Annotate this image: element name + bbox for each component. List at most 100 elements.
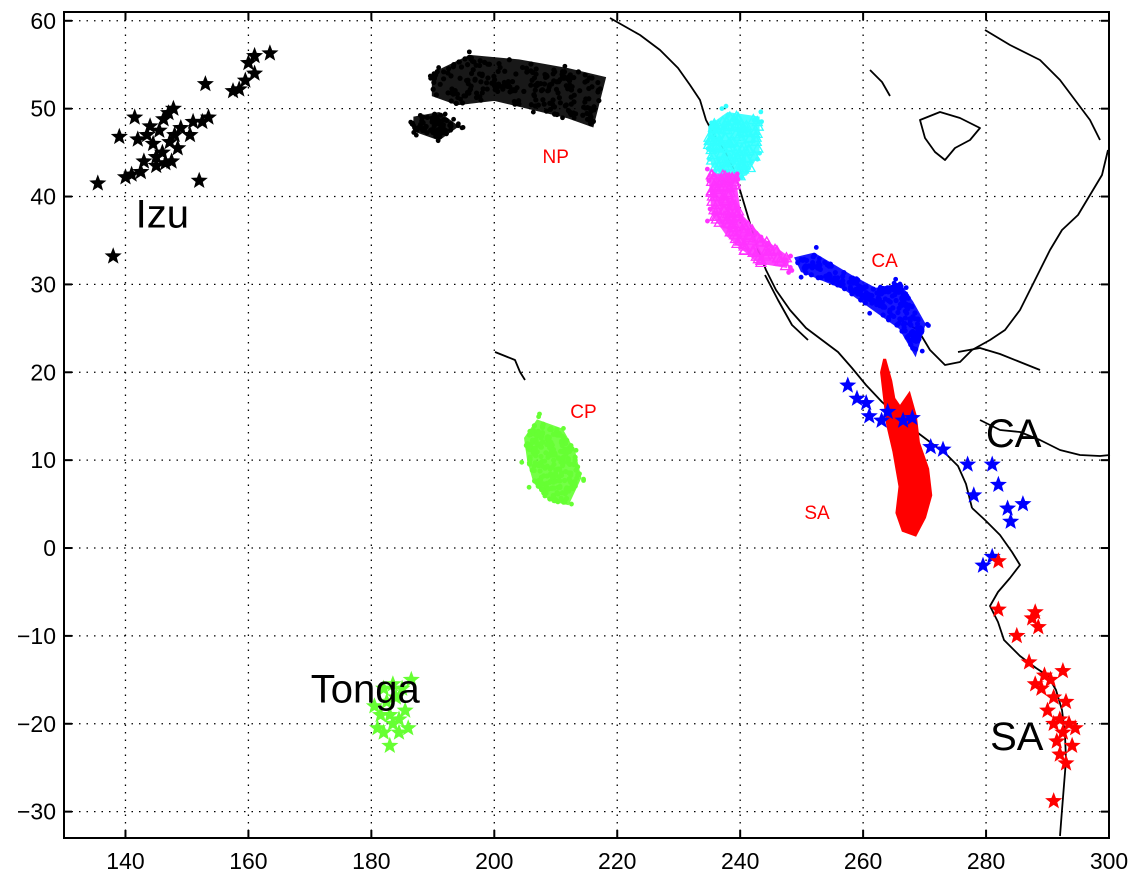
dot-marker [533, 97, 539, 103]
star-marker [1051, 710, 1069, 727]
dot-marker [423, 123, 429, 130]
dot-marker [559, 442, 565, 449]
dot-marker [439, 130, 445, 136]
dot-marker [919, 348, 925, 354]
triangle-marker [735, 142, 748, 154]
dot-marker [465, 77, 471, 83]
star-marker [236, 71, 254, 88]
dot-marker [862, 300, 868, 306]
dot-marker [891, 280, 897, 286]
dot-marker [788, 253, 793, 259]
triangle-marker [738, 221, 752, 233]
triangle-marker [732, 148, 745, 160]
triangle-marker [721, 141, 734, 153]
dot-marker [552, 498, 558, 504]
dot-marker [567, 485, 573, 491]
dot-marker [552, 452, 558, 458]
dot-marker [506, 57, 512, 63]
triangle-marker [708, 181, 721, 193]
coastline-hudson [869, 69, 891, 97]
dot-marker [550, 431, 557, 437]
dot-marker [462, 56, 468, 62]
dot-marker [461, 93, 467, 99]
dot-marker [581, 104, 587, 110]
dot-marker [434, 114, 440, 120]
triangle-marker [752, 252, 765, 264]
dot-marker [572, 483, 578, 489]
dot-marker [532, 460, 538, 466]
dot-marker [573, 467, 579, 473]
triangle-marker [743, 231, 756, 243]
dot-marker [526, 484, 532, 490]
star-marker [155, 110, 173, 127]
triangle-marker [773, 254, 786, 266]
star-marker [381, 706, 399, 723]
dot-marker [550, 479, 557, 485]
triangle-marker [728, 177, 741, 189]
dot-marker [582, 99, 588, 105]
triangle-marker [751, 245, 764, 257]
triangle-marker [719, 132, 732, 144]
dot-marker [916, 332, 922, 338]
dot-marker [912, 310, 918, 316]
triangle-marker [750, 127, 764, 139]
dot-marker [538, 481, 544, 487]
triangle-marker [730, 237, 744, 249]
dot-marker [895, 309, 901, 316]
dot-marker [524, 69, 530, 75]
triangle-marker [729, 205, 742, 217]
star-marker [196, 75, 214, 92]
dot-marker [485, 75, 491, 81]
dot-marker [528, 68, 534, 74]
star-marker [934, 440, 952, 457]
star-marker [1063, 736, 1081, 753]
star-marker [365, 697, 383, 714]
dot-marker [822, 259, 828, 266]
dot-marker [532, 103, 538, 109]
star-marker [246, 46, 264, 64]
dot-marker [705, 218, 710, 224]
dot-marker [894, 322, 900, 328]
dot-marker [502, 68, 508, 74]
dot-marker [509, 79, 516, 85]
dot-marker [464, 62, 471, 68]
dot-marker [495, 68, 501, 75]
star-marker [239, 54, 257, 71]
dot-marker [554, 466, 560, 472]
dot-marker [567, 478, 573, 484]
star-marker [166, 126, 184, 143]
dot-marker [433, 131, 438, 137]
dot-marker [904, 334, 910, 340]
dot-marker [448, 73, 454, 79]
dot-marker [727, 226, 733, 232]
dot-marker [882, 296, 888, 302]
dot-marker [563, 102, 569, 108]
stars-izu [89, 44, 279, 264]
triangle-marker [754, 253, 768, 265]
dot-marker [544, 441, 550, 448]
star-marker [922, 438, 940, 455]
star-marker [396, 701, 414, 718]
star-marker [129, 130, 147, 147]
star-marker [999, 499, 1017, 516]
stars-tonga [365, 670, 420, 753]
triangle-marker [752, 235, 766, 247]
star-marker [375, 679, 393, 696]
dot-marker [411, 130, 417, 135]
dot-marker [552, 69, 558, 75]
dot-marker [582, 72, 588, 78]
dot-marker [758, 234, 764, 240]
dot-marker [707, 206, 713, 212]
dot-marker [478, 79, 484, 85]
star-marker [1035, 666, 1053, 683]
dot-marker [531, 93, 538, 99]
star-marker [368, 719, 387, 736]
region-labels: Izu Tonga CA SA NP CA CP SA [136, 147, 1044, 759]
dot-marker [444, 117, 450, 124]
triangle-marker [706, 148, 719, 160]
dot-marker [841, 270, 847, 276]
star-marker [104, 247, 122, 264]
dot-marker [915, 317, 921, 323]
star-marker [89, 174, 107, 191]
triangle-marker [712, 187, 725, 199]
